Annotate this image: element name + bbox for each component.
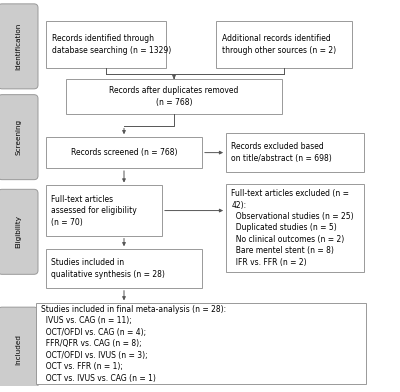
Text: Eligibility: Eligibility [15, 215, 21, 248]
Text: Records identified through
database searching (n = 1329): Records identified through database sear… [52, 34, 171, 54]
Bar [46, 185, 162, 236]
Text: Full-text articles excluded (n =
42):
  Observational studies (n = 25)
  Duplica: Full-text articles excluded (n = 42): Ob… [231, 189, 354, 267]
Text: Additional records identified
through other sources (n = 2): Additional records identified through ot… [222, 34, 336, 54]
Bar [216, 21, 352, 67]
Text: Records after duplicates removed
(n = 768): Records after duplicates removed (n = 76… [109, 86, 239, 107]
FancyBboxPatch shape [0, 4, 38, 89]
Text: Records excluded based
on title/abstract (n = 698): Records excluded based on title/abstract… [231, 142, 332, 163]
Bar [226, 183, 364, 272]
FancyBboxPatch shape [0, 94, 38, 180]
Bar [46, 249, 202, 288]
Bar [66, 79, 282, 114]
Bar [36, 303, 366, 385]
Text: Records screened (n = 768): Records screened (n = 768) [71, 148, 177, 157]
Text: Identification: Identification [15, 23, 21, 70]
Text: Full-text articles
assessed for eligibility
(n = 70): Full-text articles assessed for eligibil… [51, 194, 137, 227]
Bar [46, 137, 202, 168]
Text: Studies included in final meta-analysis (n = 28):
  IVUS vs. CAG (n = 11);
  OCT: Studies included in final meta-analysis … [41, 305, 226, 383]
FancyBboxPatch shape [0, 307, 38, 392]
Text: Included: Included [15, 334, 21, 365]
Text: Screening: Screening [15, 119, 21, 155]
Text: Studies included in
qualitative synthesis (n = 28): Studies included in qualitative synthesi… [51, 258, 165, 279]
Bar [46, 21, 166, 67]
Bar [226, 133, 364, 172]
FancyBboxPatch shape [0, 189, 38, 274]
